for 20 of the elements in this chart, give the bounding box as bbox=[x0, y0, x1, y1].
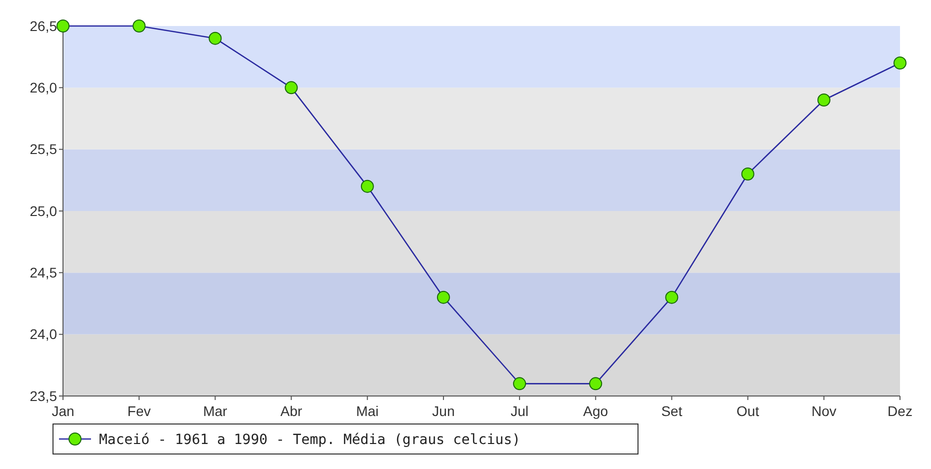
x-tick-label: Mar bbox=[203, 403, 228, 419]
y-tick-label: 23,5 bbox=[30, 388, 58, 404]
x-tick-label: Jan bbox=[52, 403, 74, 419]
x-tick-label: Ago bbox=[583, 403, 608, 419]
y-tick-label: 24,5 bbox=[30, 264, 58, 281]
y-tick-label: 26,0 bbox=[30, 80, 58, 96]
y-tick-label: 26,5 bbox=[30, 18, 58, 34]
x-tick-label: Set bbox=[661, 403, 682, 419]
x-tick-label: Jul bbox=[510, 403, 528, 419]
legend-label: Maceió - 1961 a 1990 - Temp. Média (graus celcius) bbox=[99, 432, 520, 448]
x-tick-label: Out bbox=[736, 403, 760, 419]
x-tick-label: Abr bbox=[280, 403, 302, 419]
x-tick-label: Dez bbox=[888, 403, 912, 419]
x-tick-label: Fev bbox=[127, 403, 151, 419]
y-tick-label: 25,5 bbox=[30, 141, 58, 158]
y-tick-label: 24,0 bbox=[30, 326, 58, 342]
x-tick-label: Mai bbox=[356, 403, 379, 419]
x-tick-label: Nov bbox=[811, 403, 836, 419]
x-tick-label: Jun bbox=[432, 403, 455, 419]
y-tick-label: 25,0 bbox=[30, 202, 58, 219]
